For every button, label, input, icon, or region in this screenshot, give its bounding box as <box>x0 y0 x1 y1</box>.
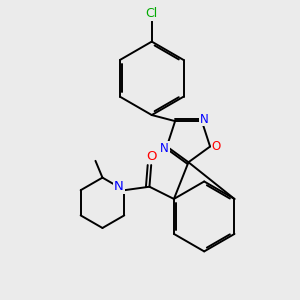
Text: N: N <box>200 112 208 125</box>
Text: O: O <box>146 150 156 163</box>
Text: O: O <box>212 140 221 153</box>
Text: Cl: Cl <box>146 7 158 20</box>
Text: N: N <box>160 142 169 155</box>
Text: N: N <box>114 179 124 193</box>
